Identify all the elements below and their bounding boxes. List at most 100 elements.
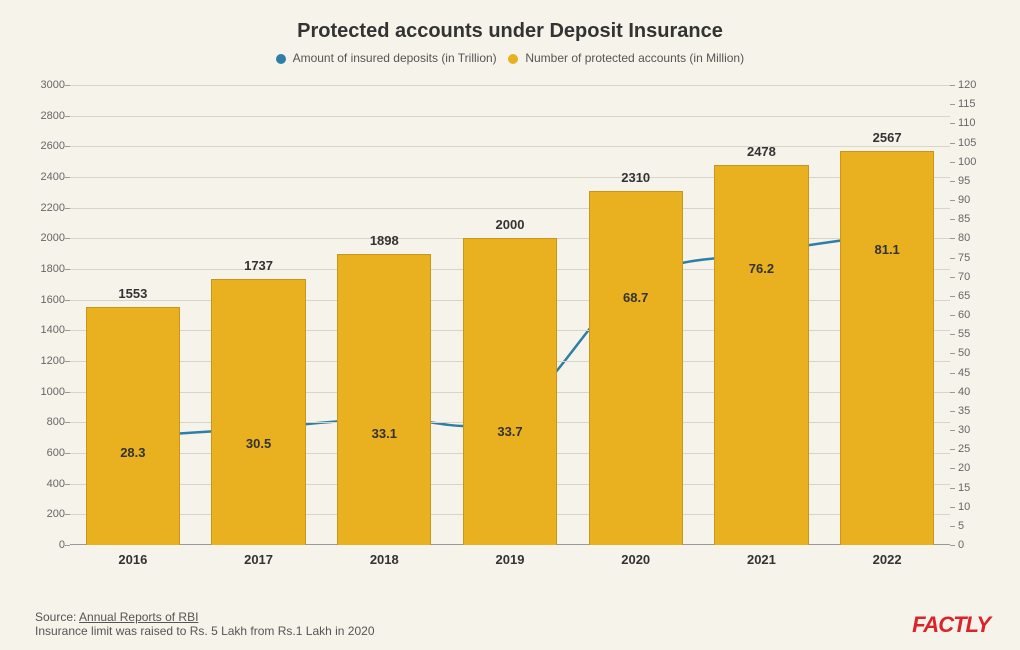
plot-area: 0200400600800100012001400160018002000220… bbox=[70, 85, 950, 545]
y-left-label: 0 bbox=[30, 539, 65, 551]
left-tick bbox=[65, 484, 70, 485]
right-tick bbox=[950, 85, 955, 86]
y-right-label: 20 bbox=[958, 462, 988, 474]
left-tick bbox=[65, 514, 70, 515]
y-left-label: 1400 bbox=[30, 324, 65, 336]
right-tick bbox=[950, 430, 955, 431]
y-right-label: 35 bbox=[958, 405, 988, 417]
y-left-label: 2600 bbox=[30, 140, 65, 152]
source-prefix: Source: bbox=[35, 610, 79, 624]
left-tick bbox=[65, 85, 70, 86]
y-left-label: 800 bbox=[30, 416, 65, 428]
y-right-label: 85 bbox=[958, 213, 988, 225]
x-axis-label: 2022 bbox=[873, 552, 902, 567]
bar bbox=[463, 238, 557, 545]
y-left-label: 400 bbox=[30, 478, 65, 490]
bar-value-label: 1737 bbox=[244, 258, 273, 273]
legend-marker-line bbox=[276, 54, 286, 64]
right-tick bbox=[950, 468, 955, 469]
y-right-label: 60 bbox=[958, 309, 988, 321]
bar bbox=[840, 151, 934, 545]
bar-value-label: 1898 bbox=[370, 233, 399, 248]
footer-note: Insurance limit was raised to Rs. 5 Lakh… bbox=[35, 624, 375, 638]
x-axis-label: 2016 bbox=[118, 552, 147, 567]
y-left-label: 2800 bbox=[30, 110, 65, 122]
legend-label-line: Amount of insured deposits (in Trillion) bbox=[293, 51, 497, 65]
right-tick bbox=[950, 238, 955, 239]
grid-line bbox=[70, 85, 950, 86]
x-axis-label: 2017 bbox=[244, 552, 273, 567]
y-right-label: 45 bbox=[958, 367, 988, 379]
bar bbox=[337, 254, 431, 545]
y-right-label: 65 bbox=[958, 290, 988, 302]
line-value-label: 28.3 bbox=[120, 445, 145, 460]
left-tick bbox=[65, 269, 70, 270]
legend-marker-bar bbox=[508, 54, 518, 64]
y-right-label: 15 bbox=[958, 482, 988, 494]
left-tick bbox=[65, 177, 70, 178]
y-right-label: 40 bbox=[958, 386, 988, 398]
x-axis-label: 2018 bbox=[370, 552, 399, 567]
y-right-label: 10 bbox=[958, 501, 988, 513]
footer: Source: Annual Reports of RBI Insurance … bbox=[35, 610, 375, 638]
right-tick bbox=[950, 353, 955, 354]
y-left-label: 1600 bbox=[30, 294, 65, 306]
right-tick bbox=[950, 392, 955, 393]
y-left-label: 2400 bbox=[30, 171, 65, 183]
bar bbox=[211, 279, 305, 545]
right-tick bbox=[950, 258, 955, 259]
chart-container: Protected accounts under Deposit Insuran… bbox=[0, 0, 1020, 650]
right-tick bbox=[950, 315, 955, 316]
right-tick bbox=[950, 104, 955, 105]
chart-area: 0200400600800100012001400160018002000220… bbox=[30, 75, 990, 575]
y-right-label: 100 bbox=[958, 156, 988, 168]
chart-title: Protected accounts under Deposit Insuran… bbox=[25, 20, 995, 43]
y-right-label: 80 bbox=[958, 232, 988, 244]
right-tick bbox=[950, 449, 955, 450]
right-tick bbox=[950, 373, 955, 374]
right-tick bbox=[950, 181, 955, 182]
bar-value-label: 2567 bbox=[873, 130, 902, 145]
y-right-label: 110 bbox=[958, 117, 988, 129]
right-tick bbox=[950, 219, 955, 220]
bar bbox=[589, 191, 683, 545]
left-tick bbox=[65, 392, 70, 393]
y-left-label: 1000 bbox=[30, 386, 65, 398]
grid-line bbox=[70, 146, 950, 147]
y-right-label: 115 bbox=[958, 98, 988, 110]
legend-item-line: Amount of insured deposits (in Trillion) bbox=[276, 51, 497, 65]
x-axis-label: 2021 bbox=[747, 552, 776, 567]
grid-line bbox=[70, 177, 950, 178]
legend-item-bar: Number of protected accounts (in Million… bbox=[508, 51, 744, 65]
line-value-label: 33.7 bbox=[497, 424, 522, 439]
y-right-label: 70 bbox=[958, 271, 988, 283]
y-left-label: 1800 bbox=[30, 263, 65, 275]
bar-value-label: 2000 bbox=[496, 217, 525, 232]
x-axis-label: 2020 bbox=[621, 552, 650, 567]
y-left-label: 2200 bbox=[30, 202, 65, 214]
legend-label-bar: Number of protected accounts (in Million… bbox=[525, 51, 744, 65]
left-tick bbox=[65, 422, 70, 423]
bar-value-label: 2478 bbox=[747, 144, 776, 159]
right-tick bbox=[950, 277, 955, 278]
x-axis-label: 2019 bbox=[496, 552, 525, 567]
y-right-label: 75 bbox=[958, 252, 988, 264]
y-right-label: 95 bbox=[958, 175, 988, 187]
left-tick bbox=[65, 453, 70, 454]
source-line: Source: Annual Reports of RBI bbox=[35, 610, 375, 624]
right-tick bbox=[950, 526, 955, 527]
y-right-label: 0 bbox=[958, 539, 988, 551]
source-link[interactable]: Annual Reports of RBI bbox=[79, 610, 198, 624]
y-right-label: 25 bbox=[958, 443, 988, 455]
brand-logo: FACTLY bbox=[912, 612, 990, 638]
y-right-label: 120 bbox=[958, 79, 988, 91]
y-left-label: 3000 bbox=[30, 79, 65, 91]
legend: Amount of insured deposits (in Trillion)… bbox=[25, 51, 995, 65]
y-left-label: 200 bbox=[30, 508, 65, 520]
y-left-label: 600 bbox=[30, 447, 65, 459]
y-left-label: 2000 bbox=[30, 232, 65, 244]
right-tick bbox=[950, 143, 955, 144]
line-value-label: 76.2 bbox=[749, 261, 774, 276]
y-left-label: 1200 bbox=[30, 355, 65, 367]
left-tick bbox=[65, 208, 70, 209]
